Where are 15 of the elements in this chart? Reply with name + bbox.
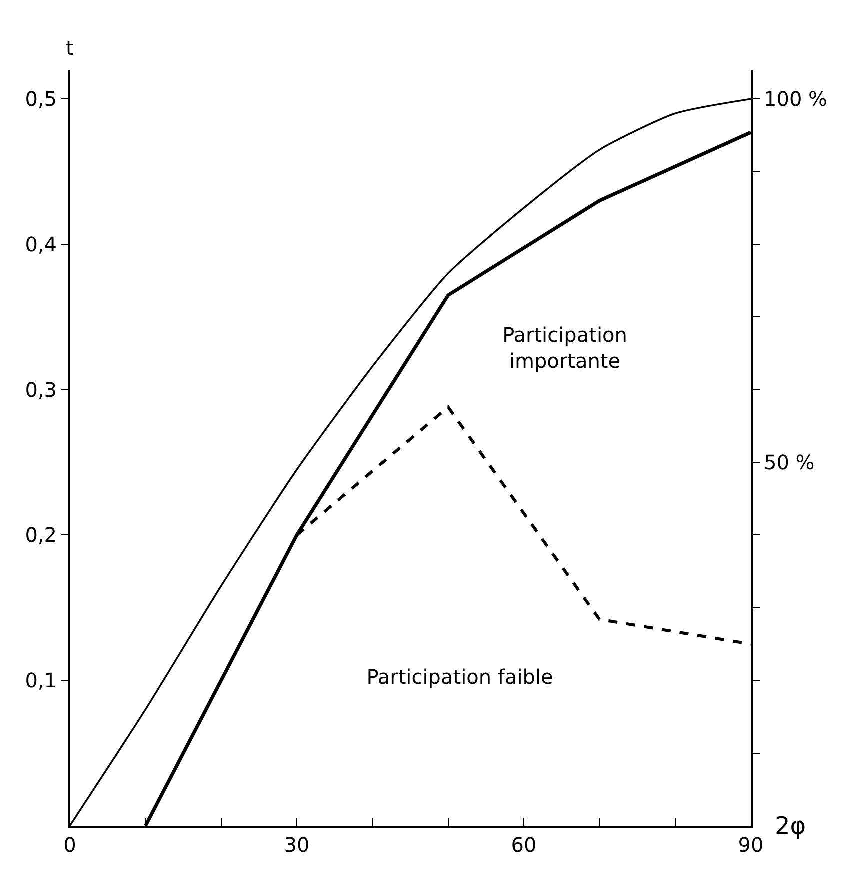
x-tick-label: 60 [511, 833, 537, 857]
x-tick-label: 90 [738, 833, 764, 857]
y-tick-label: 0,5 [25, 87, 57, 112]
y-tick-label: 0,3 [25, 378, 57, 402]
y-axis-title: t [66, 36, 74, 60]
annotation: Participation faible [366, 664, 554, 690]
x-tick-label: 0 [64, 833, 76, 857]
y-tick-label: 0,1 [25, 668, 57, 693]
y-tick-label: 0,4 [25, 232, 57, 256]
y2-tick-label: 50 % [764, 450, 815, 475]
y-tick-label: 0,2 [25, 523, 57, 548]
y2-tick-label: 100 % [764, 87, 828, 112]
x-axis-title: 2φ [775, 812, 806, 840]
x-tick-label: 30 [284, 833, 310, 857]
annotation: Participation importante [502, 322, 628, 374]
